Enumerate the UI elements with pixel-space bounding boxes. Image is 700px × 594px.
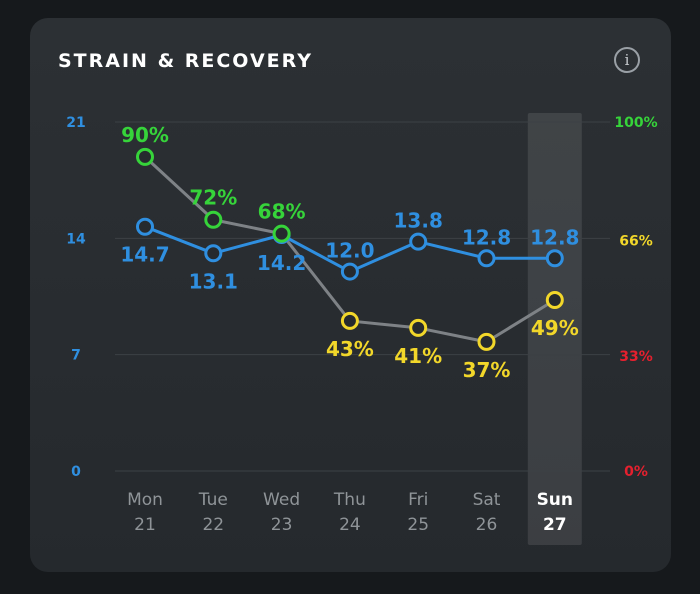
x-axis-day-label: Sat	[473, 490, 501, 510]
strain-point[interactable]	[340, 262, 359, 281]
strain-point[interactable]	[136, 217, 154, 236]
selected-day-highlight[interactable]	[527, 113, 582, 545]
recovery-data-label: 90%	[121, 123, 169, 147]
right-axis-tick: 0%	[624, 464, 648, 480]
x-axis-day-label: Mon	[127, 490, 163, 510]
recovery-point[interactable]	[204, 210, 223, 229]
recovery-data-label: 37%	[463, 358, 511, 382]
x-axis-date-label: 21	[134, 515, 156, 535]
x-axis-date-label: 22	[202, 515, 224, 535]
left-axis-tick: 0	[71, 464, 81, 480]
recovery-point[interactable]	[272, 224, 291, 243]
strain-point[interactable]	[204, 244, 223, 263]
right-axis-tick: 33%	[619, 349, 653, 365]
info-icon[interactable]: i	[614, 47, 640, 73]
x-axis-date-label: 23	[271, 515, 293, 535]
x-axis-day-label: Sun	[537, 490, 573, 510]
x-axis-day-label: Fri	[408, 490, 428, 510]
strain-point[interactable]	[477, 249, 496, 268]
x-axis-date-label: 26	[476, 515, 498, 535]
x-axis-date-label: 25	[407, 515, 429, 535]
recovery-data-label: 72%	[189, 186, 237, 210]
recovery-point[interactable]	[409, 318, 428, 337]
recovery-data-label: 49%	[531, 316, 579, 340]
x-axis-date-label: 24	[339, 515, 361, 535]
card-title: STRAIN & RECOVERY	[58, 50, 313, 72]
recovery-point[interactable]	[340, 311, 359, 330]
right-axis-tick: 66%	[619, 234, 653, 250]
strain-data-label: 12.8	[530, 225, 579, 249]
recovery-point[interactable]	[136, 147, 154, 166]
recovery-data-label: 41%	[394, 344, 442, 368]
strain-recovery-card	[30, 18, 671, 572]
x-axis-date-label: 27	[543, 515, 567, 535]
right-axis-tick: 100%	[614, 115, 657, 131]
recovery-point[interactable]	[545, 290, 564, 309]
left-axis-tick: 14	[66, 231, 86, 247]
recovery-point[interactable]	[477, 332, 496, 351]
strain-point[interactable]	[545, 249, 564, 268]
strain-data-label: 13.8	[394, 209, 443, 233]
recovery-data-label: 43%	[326, 337, 374, 361]
strain-data-label: 12.8	[462, 225, 511, 249]
left-axis-tick: 21	[66, 115, 85, 131]
x-axis-day-label: Thu	[333, 490, 366, 510]
x-axis-day-label: Wed	[263, 490, 300, 510]
strain-data-label: 13.1	[189, 269, 238, 293]
x-axis-day-label: Tue	[198, 490, 228, 510]
strain-data-label: 14.7	[120, 243, 169, 267]
strain-point[interactable]	[409, 232, 428, 251]
strain-data-label: 12.0	[325, 239, 374, 263]
left-axis-tick: 7	[71, 348, 81, 364]
recovery-data-label: 68%	[258, 200, 306, 224]
strain-data-label: 14.2	[257, 251, 306, 275]
